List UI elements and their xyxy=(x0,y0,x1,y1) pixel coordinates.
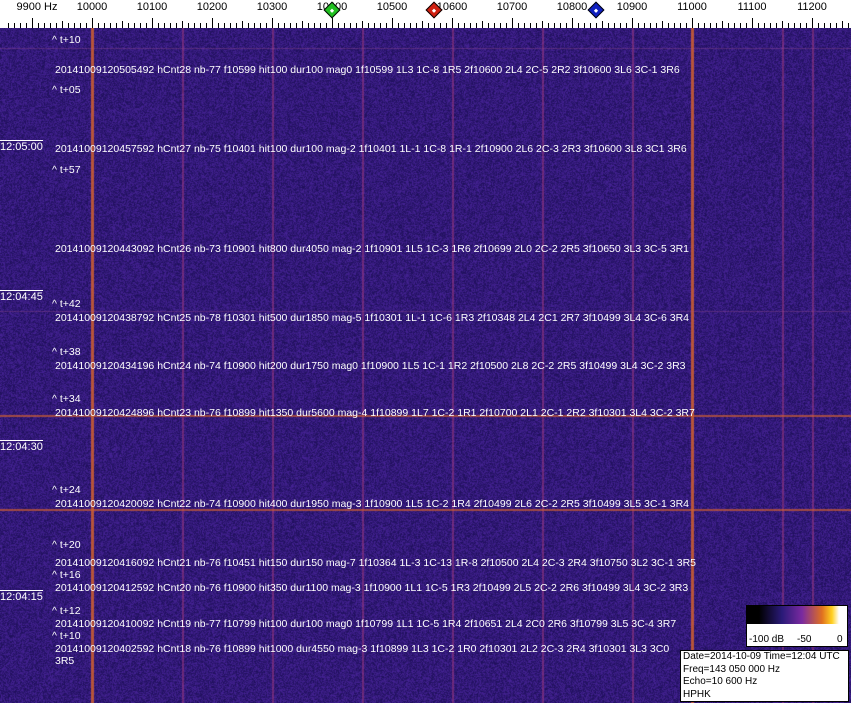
time-label: 12:04:30 xyxy=(0,440,43,453)
axis-tick xyxy=(62,21,63,28)
detection-record: 20141009120505492 hCnt28 nb-77 f10599 hi… xyxy=(55,64,680,76)
detection-record: 20141009120443092 hCnt26 nb-73 f10901 hi… xyxy=(55,243,689,255)
detection-record: 20141009120420092 hCnt22 nb-74 f10900 hi… xyxy=(55,498,689,510)
axis-tick xyxy=(122,21,123,28)
axis-tick xyxy=(692,18,693,28)
axis-tick xyxy=(332,18,333,28)
axis-tick xyxy=(422,21,423,28)
frequency: Freq=143 050 000 Hz xyxy=(683,664,848,677)
db-color-scale: -100 dB -50 0 xyxy=(746,605,848,647)
detection-record: 20141009120457592 hCnt27 nb-75 f10401 hi… xyxy=(55,143,687,155)
axis-tick-label: 11000 xyxy=(677,1,707,13)
axis-unit-label: 9900 Hz xyxy=(17,1,58,13)
axis-tick xyxy=(392,18,393,28)
axis-tick-label: 11200 xyxy=(797,1,827,13)
axis-tick xyxy=(842,21,843,28)
time-label: 12:04:15 xyxy=(0,590,43,603)
time-offset-label: ^ t+34 xyxy=(52,393,81,405)
axis-tick xyxy=(782,21,783,28)
axis-tick-label: 11100 xyxy=(738,1,767,13)
axis-tick xyxy=(722,21,723,28)
axis-tick xyxy=(152,18,153,28)
axis-tick xyxy=(482,21,483,28)
scale-label-min: -100 dB xyxy=(749,634,784,645)
time-offset-label: ^ t+57 xyxy=(52,164,81,176)
detection-record: 20141009120402592 hCnt18 nb-76 f10899 hi… xyxy=(55,643,670,667)
axis-tick xyxy=(302,21,303,28)
axis-tick xyxy=(32,18,33,28)
axis-tick xyxy=(512,18,513,28)
axis-tick-label: 10700 xyxy=(497,1,528,13)
time-label: 12:05:00 xyxy=(0,140,43,153)
axis-tick xyxy=(92,18,93,28)
axis-tick xyxy=(572,18,573,28)
axis-tick-label: 10800 xyxy=(557,1,588,13)
time-offset-label: ^ t+12 xyxy=(52,605,81,617)
axis-tick xyxy=(272,18,273,28)
detection-record: 20141009120412592 hCnt20 nb-76 f10900 hi… xyxy=(55,582,688,594)
info-box: Date=2014-10-09 Time=12:04 UTC Freq=143 … xyxy=(680,650,849,702)
detection-record: 20141009120434196 hCnt24 nb-74 f10900 hi… xyxy=(55,360,686,372)
time-offset-label: ^ t+42 xyxy=(52,298,81,310)
detection-record: 20141009120416092 hCnt21 nb-76 f10451 hi… xyxy=(55,557,696,569)
color-gradient xyxy=(747,606,847,624)
frequency-axis: 9900 Hz 10000101001020010300104001050010… xyxy=(0,0,851,28)
axis-tick-label: 10900 xyxy=(617,1,648,13)
time-label: 12:04:45 xyxy=(0,290,43,303)
axis-tick-label: 10200 xyxy=(197,1,228,13)
axis-tick xyxy=(662,21,663,28)
axis-tick xyxy=(602,21,603,28)
scale-label-max: 0 xyxy=(837,634,843,645)
time-offset-label: ^ t+24 xyxy=(52,484,81,496)
axis-tick xyxy=(752,18,753,28)
callsign: HPHK xyxy=(683,689,848,702)
scale-label-mid: -50 xyxy=(797,634,811,645)
axis-tick xyxy=(212,18,213,28)
time-offset-label: ^ t+10 xyxy=(52,630,81,642)
detection-record: 20141009120424896 hCnt23 nb-76 f10899 hi… xyxy=(55,407,695,419)
blue-marker-icon[interactable] xyxy=(588,2,605,19)
axis-tick xyxy=(812,18,813,28)
axis-tick-label: 10300 xyxy=(257,1,288,13)
time-offset-label: ^ t+10 xyxy=(52,34,81,46)
axis-tick xyxy=(632,18,633,28)
axis-tick-label: 10100 xyxy=(137,1,168,13)
axis-tick xyxy=(542,21,543,28)
axis-tick xyxy=(362,21,363,28)
axis-tick xyxy=(242,21,243,28)
time-offset-label: ^ t+38 xyxy=(52,346,81,358)
date-time: Date=2014-10-09 Time=12:04 UTC xyxy=(683,651,848,664)
detection-record: 20141009120438792 hCnt25 nb-78 f10301 hi… xyxy=(55,312,689,324)
axis-tick xyxy=(182,21,183,28)
axis-tick-label: 10000 xyxy=(77,1,108,13)
echo-frequency: Echo=10 600 Hz xyxy=(683,676,848,689)
detection-record: 20141009120410092 hCnt19 nb-77 f10799 hi… xyxy=(55,618,676,630)
time-offset-label: ^ t+16 xyxy=(52,569,81,581)
time-offset-label: ^ t+20 xyxy=(52,539,81,551)
axis-tick-label: 10500 xyxy=(377,1,408,13)
time-offset-label: ^ t+05 xyxy=(52,84,81,96)
axis-tick xyxy=(452,18,453,28)
